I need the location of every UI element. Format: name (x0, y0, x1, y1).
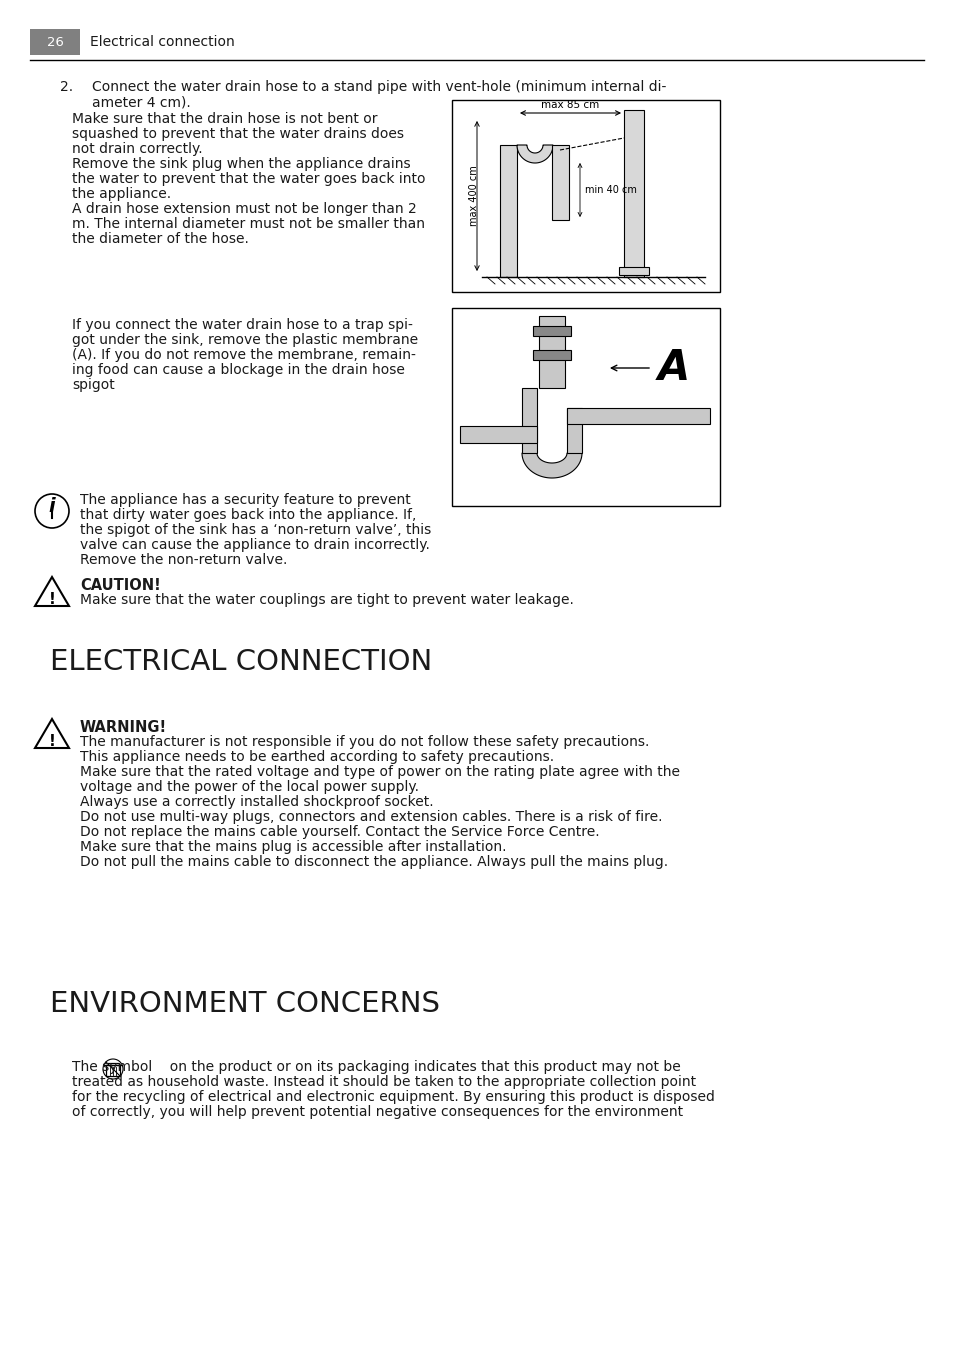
Polygon shape (521, 453, 581, 479)
Polygon shape (517, 145, 553, 164)
Text: CAUTION!: CAUTION! (80, 579, 161, 594)
Polygon shape (566, 408, 709, 425)
Text: got under the sink, remove the plastic membrane: got under the sink, remove the plastic m… (71, 333, 417, 347)
Text: (A). If you do not remove the membrane, remain-: (A). If you do not remove the membrane, … (71, 347, 416, 362)
Text: Electrical connection: Electrical connection (90, 35, 234, 49)
Text: Do not pull the mains cable to disconnect the appliance. Always pull the mains p: Do not pull the mains cable to disconnec… (80, 854, 667, 869)
FancyBboxPatch shape (452, 308, 720, 506)
Polygon shape (533, 350, 571, 360)
Polygon shape (566, 408, 581, 453)
Text: ing food can cause a blockage in the drain hose: ing food can cause a blockage in the dra… (71, 362, 404, 377)
Text: The appliance has a security feature to prevent: The appliance has a security feature to … (80, 493, 411, 507)
Polygon shape (538, 316, 564, 388)
Text: WARNING!: WARNING! (80, 721, 167, 735)
Text: ameter 4 cm).: ameter 4 cm). (91, 95, 191, 110)
Text: Connect the water drain hose to a stand pipe with vent-hole (minimum internal di: Connect the water drain hose to a stand … (91, 80, 666, 95)
Text: not drain correctly.: not drain correctly. (71, 142, 202, 155)
Text: the spigot of the sink has a ‘non-return valve’, this: the spigot of the sink has a ‘non-return… (80, 523, 431, 537)
Text: This appliance needs to be earthed according to safety precautions.: This appliance needs to be earthed accor… (80, 750, 554, 764)
FancyBboxPatch shape (452, 100, 720, 292)
Text: min 40 cm: min 40 cm (584, 185, 637, 195)
Text: A drain hose extension must not be longer than 2: A drain hose extension must not be longe… (71, 201, 416, 216)
Text: m. The internal diameter must not be smaller than: m. The internal diameter must not be sma… (71, 218, 424, 231)
Text: !: ! (49, 592, 55, 607)
Text: max 85 cm: max 85 cm (540, 100, 598, 110)
Text: If you connect the water drain hose to a trap spi-: If you connect the water drain hose to a… (71, 318, 413, 333)
Polygon shape (618, 266, 648, 274)
Text: for the recycling of electrical and electronic equipment. By ensuring this produ: for the recycling of electrical and elec… (71, 1090, 714, 1105)
FancyBboxPatch shape (30, 28, 80, 55)
Polygon shape (552, 145, 568, 220)
Text: The symbol    on the product or on its packaging indicates that this product may: The symbol on the product or on its pack… (71, 1060, 680, 1073)
Text: valve can cause the appliance to drain incorrectly.: valve can cause the appliance to drain i… (80, 538, 430, 552)
Polygon shape (533, 326, 571, 337)
Text: Remove the non-return valve.: Remove the non-return valve. (80, 553, 287, 566)
Text: 2.: 2. (60, 80, 73, 95)
Polygon shape (623, 110, 643, 277)
Text: Do not use multi-way plugs, connectors and extension cables. There is a risk of : Do not use multi-way plugs, connectors a… (80, 810, 661, 823)
Text: max 400 cm: max 400 cm (469, 166, 478, 226)
Text: Make sure that the rated voltage and type of power on the rating plate agree wit: Make sure that the rated voltage and typ… (80, 765, 679, 779)
Text: Make sure that the mains plug is accessible after installation.: Make sure that the mains plug is accessi… (80, 840, 506, 854)
Text: The manufacturer is not responsible if you do not follow these safety precaution: The manufacturer is not responsible if y… (80, 735, 649, 749)
Text: treated as household waste. Instead it should be taken to the appropriate collec: treated as household waste. Instead it s… (71, 1075, 696, 1088)
Polygon shape (521, 388, 537, 453)
Text: Do not replace the mains cable yourself. Contact the Service Force Centre.: Do not replace the mains cable yourself.… (80, 825, 599, 840)
Text: the water to prevent that the water goes back into: the water to prevent that the water goes… (71, 172, 425, 187)
Text: A: A (658, 347, 689, 389)
Text: i: i (49, 496, 55, 515)
Text: the diameter of the hose.: the diameter of the hose. (71, 233, 249, 246)
Text: that dirty water goes back into the appliance. If,: that dirty water goes back into the appl… (80, 508, 416, 522)
Text: ENVIRONMENT CONCERNS: ENVIRONMENT CONCERNS (50, 990, 439, 1018)
Text: squashed to prevent that the water drains does: squashed to prevent that the water drain… (71, 127, 403, 141)
Text: !: ! (49, 734, 55, 749)
Text: Always use a correctly installed shockproof socket.: Always use a correctly installed shockpr… (80, 795, 434, 808)
Polygon shape (459, 426, 537, 443)
Polygon shape (499, 145, 517, 277)
Text: spigot: spigot (71, 379, 114, 392)
Text: Remove the sink plug when the appliance drains: Remove the sink plug when the appliance … (71, 157, 410, 170)
Text: Make sure that the water couplings are tight to prevent water leakage.: Make sure that the water couplings are t… (80, 594, 574, 607)
Text: ELECTRICAL CONNECTION: ELECTRICAL CONNECTION (50, 648, 432, 676)
Text: of correctly, you will help prevent potential negative consequences for the envi: of correctly, you will help prevent pote… (71, 1105, 682, 1119)
Text: 26: 26 (47, 35, 63, 49)
Text: Make sure that the drain hose is not bent or: Make sure that the drain hose is not ben… (71, 112, 377, 126)
Text: the appliance.: the appliance. (71, 187, 171, 201)
Text: voltage and the power of the local power supply.: voltage and the power of the local power… (80, 780, 418, 794)
